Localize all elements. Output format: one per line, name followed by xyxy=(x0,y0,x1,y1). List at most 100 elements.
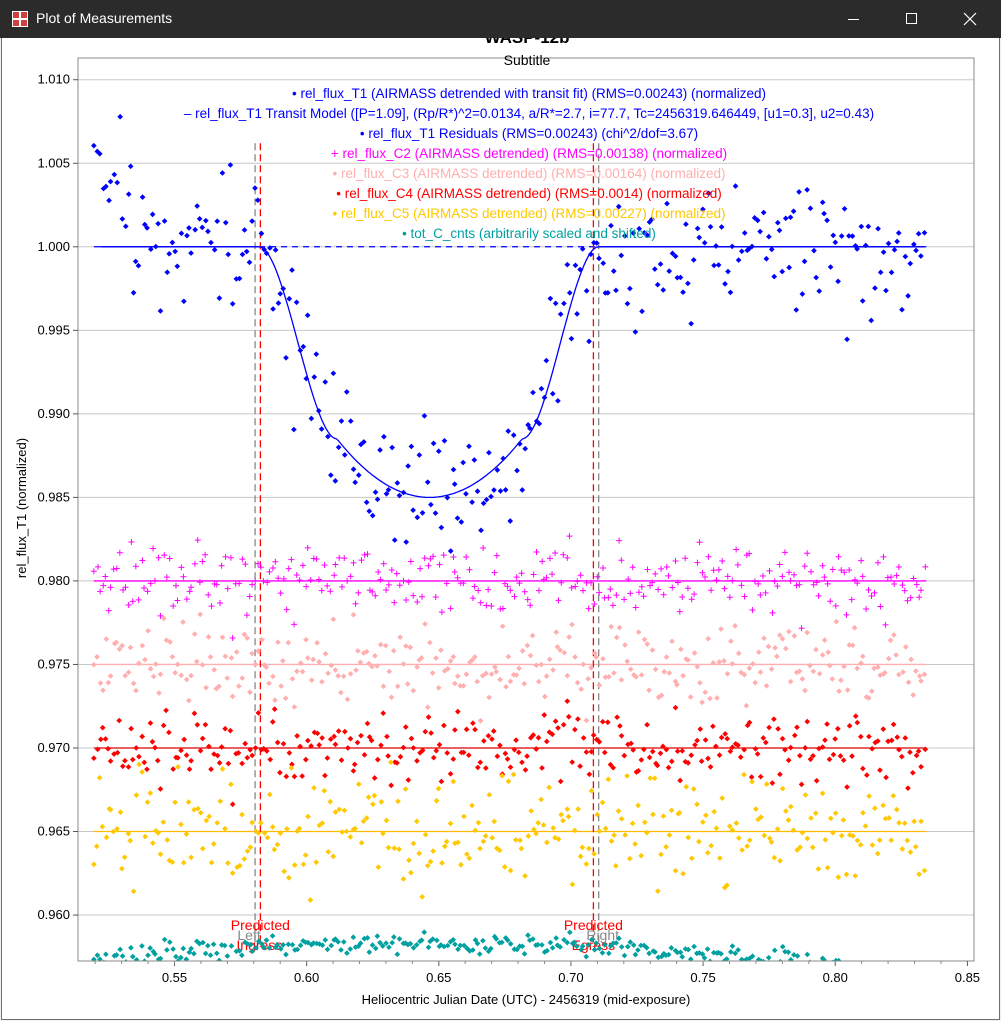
transit-model-line xyxy=(101,246,925,499)
data-point xyxy=(482,833,489,839)
data-point xyxy=(139,642,146,649)
x-axis-label: Heliocentric Julian Date (UTC) - 2456319… xyxy=(362,992,691,1007)
legend-label: rel_flux_T1 Residuals (RMS=0.00243) (chi… xyxy=(368,126,698,141)
data-point xyxy=(414,514,421,521)
data-point xyxy=(474,678,480,685)
data-point xyxy=(271,846,278,853)
data-point xyxy=(877,269,884,276)
data-point xyxy=(569,621,575,628)
data-point xyxy=(184,232,190,239)
data-point xyxy=(677,777,683,784)
data-point xyxy=(443,838,450,845)
data-point xyxy=(150,673,157,680)
data-point xyxy=(685,657,691,663)
data-point xyxy=(682,555,689,562)
data-point xyxy=(324,755,331,761)
data-point xyxy=(669,638,675,645)
data-point xyxy=(599,949,606,956)
data-point xyxy=(186,766,193,773)
data-point xyxy=(846,642,853,648)
data-point xyxy=(214,819,221,826)
y-tick-label: 0.975 xyxy=(37,656,70,671)
data-point xyxy=(882,621,889,628)
data-point xyxy=(145,952,151,959)
y-tick-label: 0.960 xyxy=(37,907,70,922)
data-point xyxy=(210,941,217,948)
data-point xyxy=(807,959,813,961)
data-point xyxy=(824,721,830,727)
data-point xyxy=(328,942,335,949)
data-point xyxy=(482,945,489,951)
close-button[interactable] xyxy=(941,0,999,38)
data-point xyxy=(205,634,212,640)
data-point xyxy=(538,661,545,668)
data-point xyxy=(288,765,295,771)
data-point xyxy=(555,725,561,731)
data-point xyxy=(822,737,828,743)
data-point xyxy=(507,867,514,874)
data-point xyxy=(142,656,148,663)
data-point xyxy=(239,556,246,563)
data-point xyxy=(580,661,587,668)
data-point xyxy=(535,734,542,741)
data-point xyxy=(357,940,364,947)
data-point xyxy=(236,275,243,282)
x-tick-label: 0.80 xyxy=(823,970,848,985)
data-point xyxy=(419,747,426,754)
data-point xyxy=(178,230,185,237)
data-point xyxy=(241,227,248,233)
data-point xyxy=(378,799,385,805)
data-point xyxy=(752,679,759,686)
data-point xyxy=(557,778,564,785)
data-point xyxy=(404,681,411,687)
data-point xyxy=(757,592,764,599)
data-point xyxy=(752,806,759,812)
data-point xyxy=(270,673,276,680)
data-point xyxy=(172,799,178,806)
data-point xyxy=(319,735,325,741)
data-point xyxy=(848,596,855,603)
data-point xyxy=(530,389,536,396)
measurement-plot[interactable]: PredictedLeftIngressPredictedRightEgress… xyxy=(2,38,999,1019)
legend-marker: • xyxy=(292,86,300,101)
data-point xyxy=(704,946,711,952)
data-point xyxy=(222,725,229,732)
title-bar[interactable]: Plot of Measurements xyxy=(0,0,1001,38)
data-point xyxy=(269,565,276,572)
data-point xyxy=(713,577,720,584)
data-point xyxy=(921,229,928,236)
data-point xyxy=(560,817,566,824)
data-point xyxy=(917,968,923,974)
data-point xyxy=(543,357,550,364)
data-point xyxy=(655,586,662,593)
data-point xyxy=(336,806,343,813)
data-point xyxy=(652,266,658,272)
data-point xyxy=(203,684,209,691)
data-point xyxy=(247,689,253,696)
data-point xyxy=(810,752,816,759)
data-point xyxy=(429,670,436,676)
data-point xyxy=(715,262,722,268)
data-point xyxy=(714,695,720,701)
data-point xyxy=(325,433,331,440)
data-point xyxy=(500,455,507,462)
data-point xyxy=(547,295,554,302)
maximize-button[interactable] xyxy=(883,0,941,38)
data-point xyxy=(315,576,322,583)
data-point xyxy=(517,837,523,844)
data-point xyxy=(729,577,736,584)
data-point xyxy=(427,639,433,646)
data-point xyxy=(139,769,145,775)
minimize-button[interactable] xyxy=(825,0,883,38)
data-point xyxy=(621,596,628,603)
legend-entry: • rel_flux_C5 (AIRMASS detrended) (RMS=0… xyxy=(332,206,725,221)
data-point xyxy=(229,635,236,642)
data-point xyxy=(815,592,822,599)
data-point xyxy=(894,734,901,741)
data-point xyxy=(319,942,326,949)
data-point xyxy=(641,746,647,753)
minimize-icon xyxy=(848,19,859,20)
data-point xyxy=(735,947,741,953)
data-point xyxy=(660,813,667,819)
data-point xyxy=(860,765,866,772)
